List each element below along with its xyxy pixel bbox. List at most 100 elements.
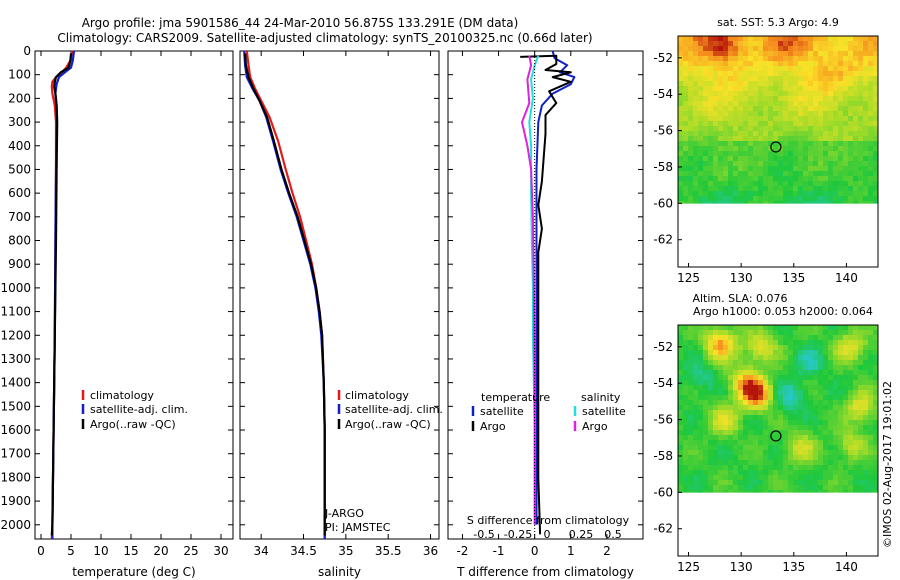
heatmap-cell: [748, 440, 754, 446]
heatmap-cell: [733, 171, 739, 177]
heatmap-cell: [758, 196, 764, 202]
heatmap-cell: [703, 330, 709, 336]
heatmap-cell: [678, 151, 684, 157]
heatmap-cell: [768, 86, 774, 92]
heatmap-cell: [788, 340, 794, 346]
heatmap-cell: [798, 151, 804, 157]
heatmap-cell: [778, 330, 784, 336]
heatmap-cell: [698, 490, 704, 493]
heatmap-cell: [853, 345, 859, 351]
heatmap-cell: [803, 335, 809, 341]
heatmap-cell: [688, 410, 694, 416]
heatmap-cell: [753, 101, 759, 107]
heatmap-cell: [768, 390, 774, 396]
heatmap-cell: [873, 345, 879, 351]
heatmap-cell: [813, 435, 819, 441]
heatmap-cell: [713, 455, 719, 461]
heatmap-cell: [848, 395, 854, 401]
heatmap-cell: [768, 380, 774, 386]
heatmap-cell: [863, 445, 869, 451]
heatmap-cell: [838, 46, 844, 52]
heatmap-cell: [768, 166, 774, 172]
heatmap-cell: [743, 186, 749, 192]
heatmap-cell: [698, 91, 704, 97]
heatmap-cell: [808, 71, 814, 77]
heatmap-cell: [723, 191, 729, 197]
heatmap-cell: [813, 176, 819, 182]
heatmap-cell: [693, 41, 699, 47]
heatmap-cell: [698, 385, 704, 391]
heatmap-cell: [833, 385, 839, 391]
heatmap-cell: [783, 191, 789, 197]
heatmap-cell: [773, 41, 779, 47]
heatmap-cell: [743, 66, 749, 72]
heatmap-cell: [813, 196, 819, 202]
heatmap-cell: [823, 430, 829, 436]
heatmap-cell: [753, 390, 759, 396]
heatmap-cell: [833, 121, 839, 127]
heatmap-cell: [843, 81, 849, 87]
heatmap-cell: [713, 196, 719, 202]
heatmap-cell: [768, 370, 774, 376]
y-tick-label: 500: [8, 162, 31, 176]
heatmap-cell: [723, 385, 729, 391]
heatmap-cell: [678, 166, 684, 172]
heatmap-cell: [858, 106, 864, 112]
heatmap-cell: [693, 126, 699, 132]
heatmap-cell: [738, 425, 744, 431]
heatmap-cell: [803, 111, 809, 117]
heatmap-cell: [753, 445, 759, 451]
heatmap-cell: [783, 121, 789, 127]
heatmap-cell: [768, 156, 774, 162]
heatmap-cell: [723, 395, 729, 401]
heatmap-cell: [698, 176, 704, 182]
heatmap-cell: [758, 325, 764, 331]
heatmap-cell: [708, 365, 714, 371]
heatmap-cell: [688, 101, 694, 107]
heatmap-cell: [718, 46, 724, 52]
x-tick-label: 34.5: [290, 544, 317, 558]
heatmap-cell: [798, 480, 804, 486]
heatmap-cell: [818, 66, 824, 72]
heatmap-cell: [818, 111, 824, 117]
heatmap-cell: [863, 51, 869, 57]
heatmap-cell: [698, 191, 704, 197]
heatmap-cell: [868, 425, 874, 431]
heatmap-cell: [788, 141, 794, 147]
heatmap-cell: [783, 51, 789, 57]
heatmap-cell: [733, 76, 739, 82]
heatmap-cell: [803, 71, 809, 77]
heatmap-cell: [683, 350, 689, 356]
heatmap-cell: [698, 485, 704, 491]
heatmap-cell: [698, 181, 704, 187]
heatmap-cell: [778, 71, 784, 77]
heatmap-cell: [873, 96, 879, 102]
heatmap-cell: [798, 91, 804, 97]
heatmap-cell: [848, 340, 854, 346]
heatmap-cell: [738, 360, 744, 366]
heatmap-cell: [818, 46, 824, 52]
heatmap-cell: [748, 146, 754, 152]
heatmap-cell: [848, 191, 854, 197]
heatmap-cell: [793, 435, 799, 441]
heatmap-cell: [808, 440, 814, 446]
heatmap-cell: [818, 380, 824, 386]
heatmap-cell: [758, 450, 764, 456]
heatmap-cell: [758, 171, 764, 177]
heatmap-cell: [843, 146, 849, 152]
heatmap-cell: [723, 41, 729, 47]
heatmap-cell: [683, 171, 689, 177]
heatmap-cell: [753, 380, 759, 386]
heatmap-cell: [733, 181, 739, 187]
heatmap-cell: [703, 96, 709, 102]
heatmap-cell: [733, 450, 739, 456]
heatmap-cell: [823, 445, 829, 451]
heatmap-cell: [713, 440, 719, 446]
heatmap-cell: [678, 116, 684, 122]
heatmap-cell: [858, 166, 864, 172]
heatmap-cell: [803, 131, 809, 137]
heatmap-cell: [858, 370, 864, 376]
heatmap-cell: [758, 61, 764, 67]
y-tick-label: 700: [8, 210, 31, 224]
heatmap-cell: [793, 335, 799, 341]
